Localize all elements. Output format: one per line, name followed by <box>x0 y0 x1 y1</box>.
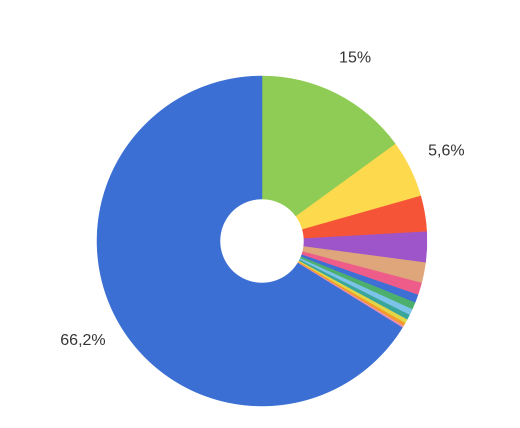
value-label: 15% <box>339 50 371 67</box>
slice <box>96 75 403 407</box>
value-label: 66,2% <box>60 332 105 349</box>
value-label: 5,6% <box>428 143 464 160</box>
slice <box>261 75 396 217</box>
